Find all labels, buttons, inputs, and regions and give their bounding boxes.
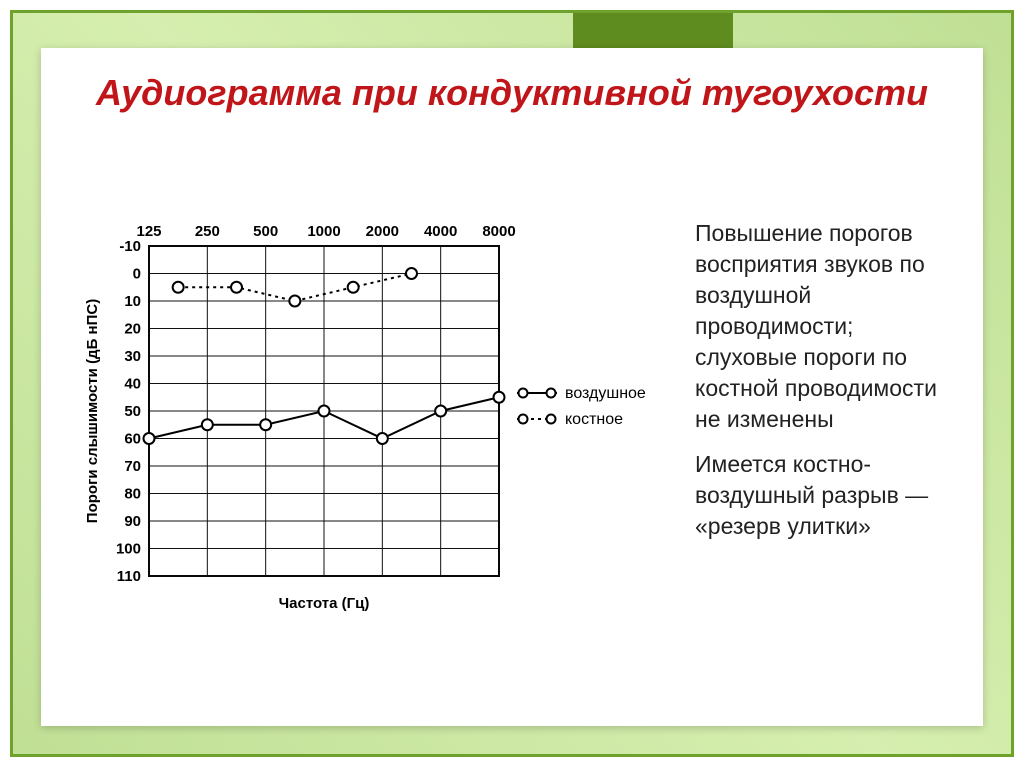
svg-text:4000: 4000 (424, 223, 457, 240)
svg-text:1000: 1000 (307, 223, 340, 240)
svg-text:8000: 8000 (482, 223, 515, 240)
description-column: Повышение порогов восприятия звуков по в… (695, 218, 953, 706)
svg-text:110: 110 (117, 568, 141, 585)
svg-text:500: 500 (253, 223, 278, 240)
svg-text:250: 250 (195, 223, 220, 240)
svg-text:2000: 2000 (366, 223, 399, 240)
svg-text:70: 70 (124, 458, 141, 475)
svg-text:0: 0 (133, 266, 141, 283)
svg-text:Частота (Гц): Частота (Гц) (279, 595, 370, 612)
svg-text:20: 20 (124, 321, 141, 338)
svg-text:40: 40 (124, 376, 141, 393)
svg-text:10: 10 (124, 293, 141, 310)
svg-text:Пороги слышимости (дБ нПС): Пороги слышимости (дБ нПС) (84, 299, 101, 523)
audiogram-chart: -10 0 10 20 30 40 50 60 70 80 90 100 110 125 250 500 100… (71, 218, 671, 706)
svg-text:30: 30 (124, 348, 141, 365)
slide-panel: Аудиограмма при кондуктивной тугоухости … (41, 48, 983, 726)
description-p1: Повышение порогов восприятия звуков по в… (695, 218, 953, 435)
svg-text:костное: костное (565, 411, 623, 428)
svg-text:60: 60 (124, 431, 141, 448)
svg-text:100: 100 (116, 541, 141, 558)
svg-text:90: 90 (124, 513, 141, 530)
slide-frame: Аудиограмма при кондуктивной тугоухости … (10, 10, 1014, 757)
description-p2: Имеется костно-воздушный разрыв — «резер… (695, 449, 953, 542)
svg-text:50: 50 (124, 403, 141, 420)
slide-title: Аудиограмма при кондуктивной тугоухости (71, 72, 953, 113)
svg-text:воздушное: воздушное (565, 385, 646, 402)
content-row: -10 0 10 20 30 40 50 60 70 80 90 100 110 125 250 500 100… (71, 218, 953, 706)
svg-text:-10: -10 (119, 238, 141, 255)
svg-text:80: 80 (124, 486, 141, 503)
svg-text:125: 125 (136, 223, 161, 240)
audiogram-svg: -10 0 10 20 30 40 50 60 70 80 90 100 110 125 250 500 100… (71, 218, 671, 648)
